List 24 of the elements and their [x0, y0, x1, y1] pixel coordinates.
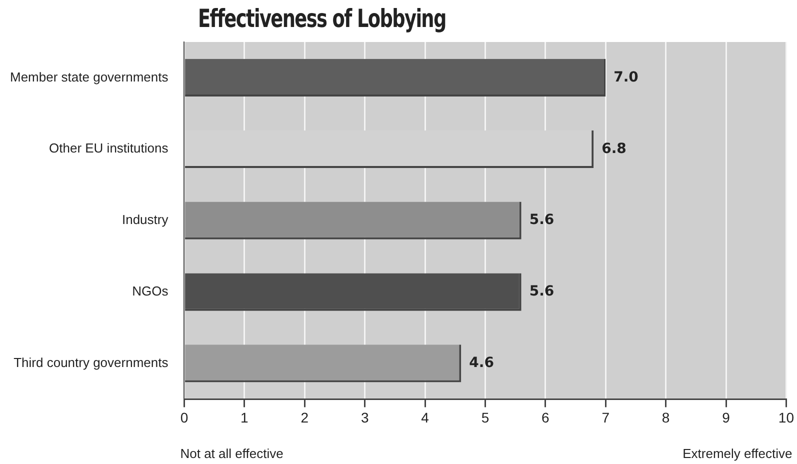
data-label: 4.6 — [469, 355, 494, 372]
y-tick-label: NGOs — [132, 284, 169, 299]
x-tick-label: 6 — [542, 409, 550, 426]
data-label: 7.0 — [614, 69, 639, 86]
x-tick-label: 8 — [662, 409, 670, 426]
x-tick-label: 2 — [300, 409, 309, 426]
y-tick-label: Other EU institutions — [49, 140, 169, 156]
x-tick-label: 1 — [240, 409, 249, 426]
y-tick-label: Industry — [122, 212, 169, 228]
data-label: 6.8 — [602, 140, 626, 157]
x-tick-label: 10 — [778, 409, 794, 426]
data-label: 5.6 — [529, 212, 554, 228]
x-tick-label: 3 — [360, 409, 369, 426]
y-tick-label: Third country governments — [14, 355, 169, 370]
x-tick-label: 5 — [481, 409, 490, 426]
x-tick-label: 9 — [722, 409, 730, 426]
chart-title: Effectiveness of Lobbying — [198, 4, 446, 33]
x-tick-label: 0 — [180, 409, 188, 426]
text: Not at all effective — [180, 446, 284, 461]
x-tick-label: 4 — [421, 409, 430, 426]
y-tick-label: Member state governments — [10, 69, 169, 84]
x-tick-label: 7 — [602, 409, 610, 426]
data-label: 5.6 — [529, 284, 554, 300]
text: Extremely effective — [682, 446, 792, 461]
